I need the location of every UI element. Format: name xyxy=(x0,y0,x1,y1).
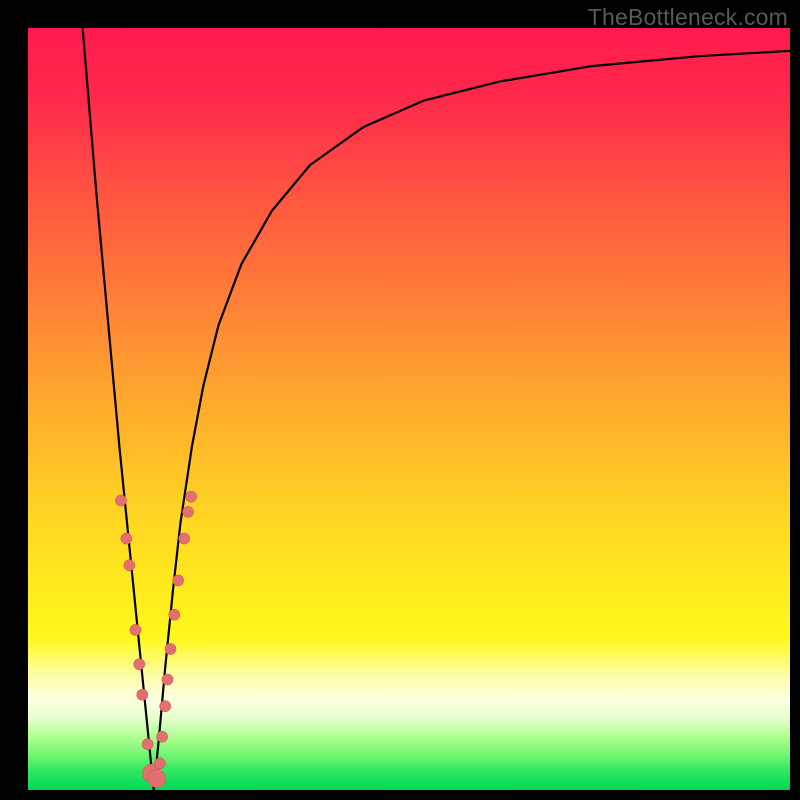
data-point-marker xyxy=(130,624,141,635)
curve-layer xyxy=(28,28,790,790)
data-point-marker xyxy=(115,495,126,506)
data-point-marker xyxy=(148,770,166,788)
curve-right-branch xyxy=(154,51,790,790)
data-point-marker xyxy=(165,644,176,655)
data-point-marker xyxy=(162,674,173,685)
watermark-text: TheBottleneck.com xyxy=(588,4,788,31)
data-point-marker xyxy=(137,689,148,700)
chart-frame: TheBottleneck.com xyxy=(0,0,800,800)
data-point-marker xyxy=(121,533,132,544)
data-point-marker xyxy=(169,609,180,620)
plot-area xyxy=(28,28,790,790)
data-point-marker xyxy=(142,739,153,750)
curve-left-branch xyxy=(81,28,153,790)
data-point-marker xyxy=(157,731,168,742)
data-point-marker xyxy=(124,560,135,571)
data-point-marker xyxy=(179,533,190,544)
data-point-marker xyxy=(160,701,171,712)
data-point-marker xyxy=(173,575,184,586)
data-point-marker xyxy=(154,758,165,769)
data-point-marker xyxy=(134,659,145,670)
data-point-marker xyxy=(183,506,194,517)
data-point-marker xyxy=(186,491,197,502)
